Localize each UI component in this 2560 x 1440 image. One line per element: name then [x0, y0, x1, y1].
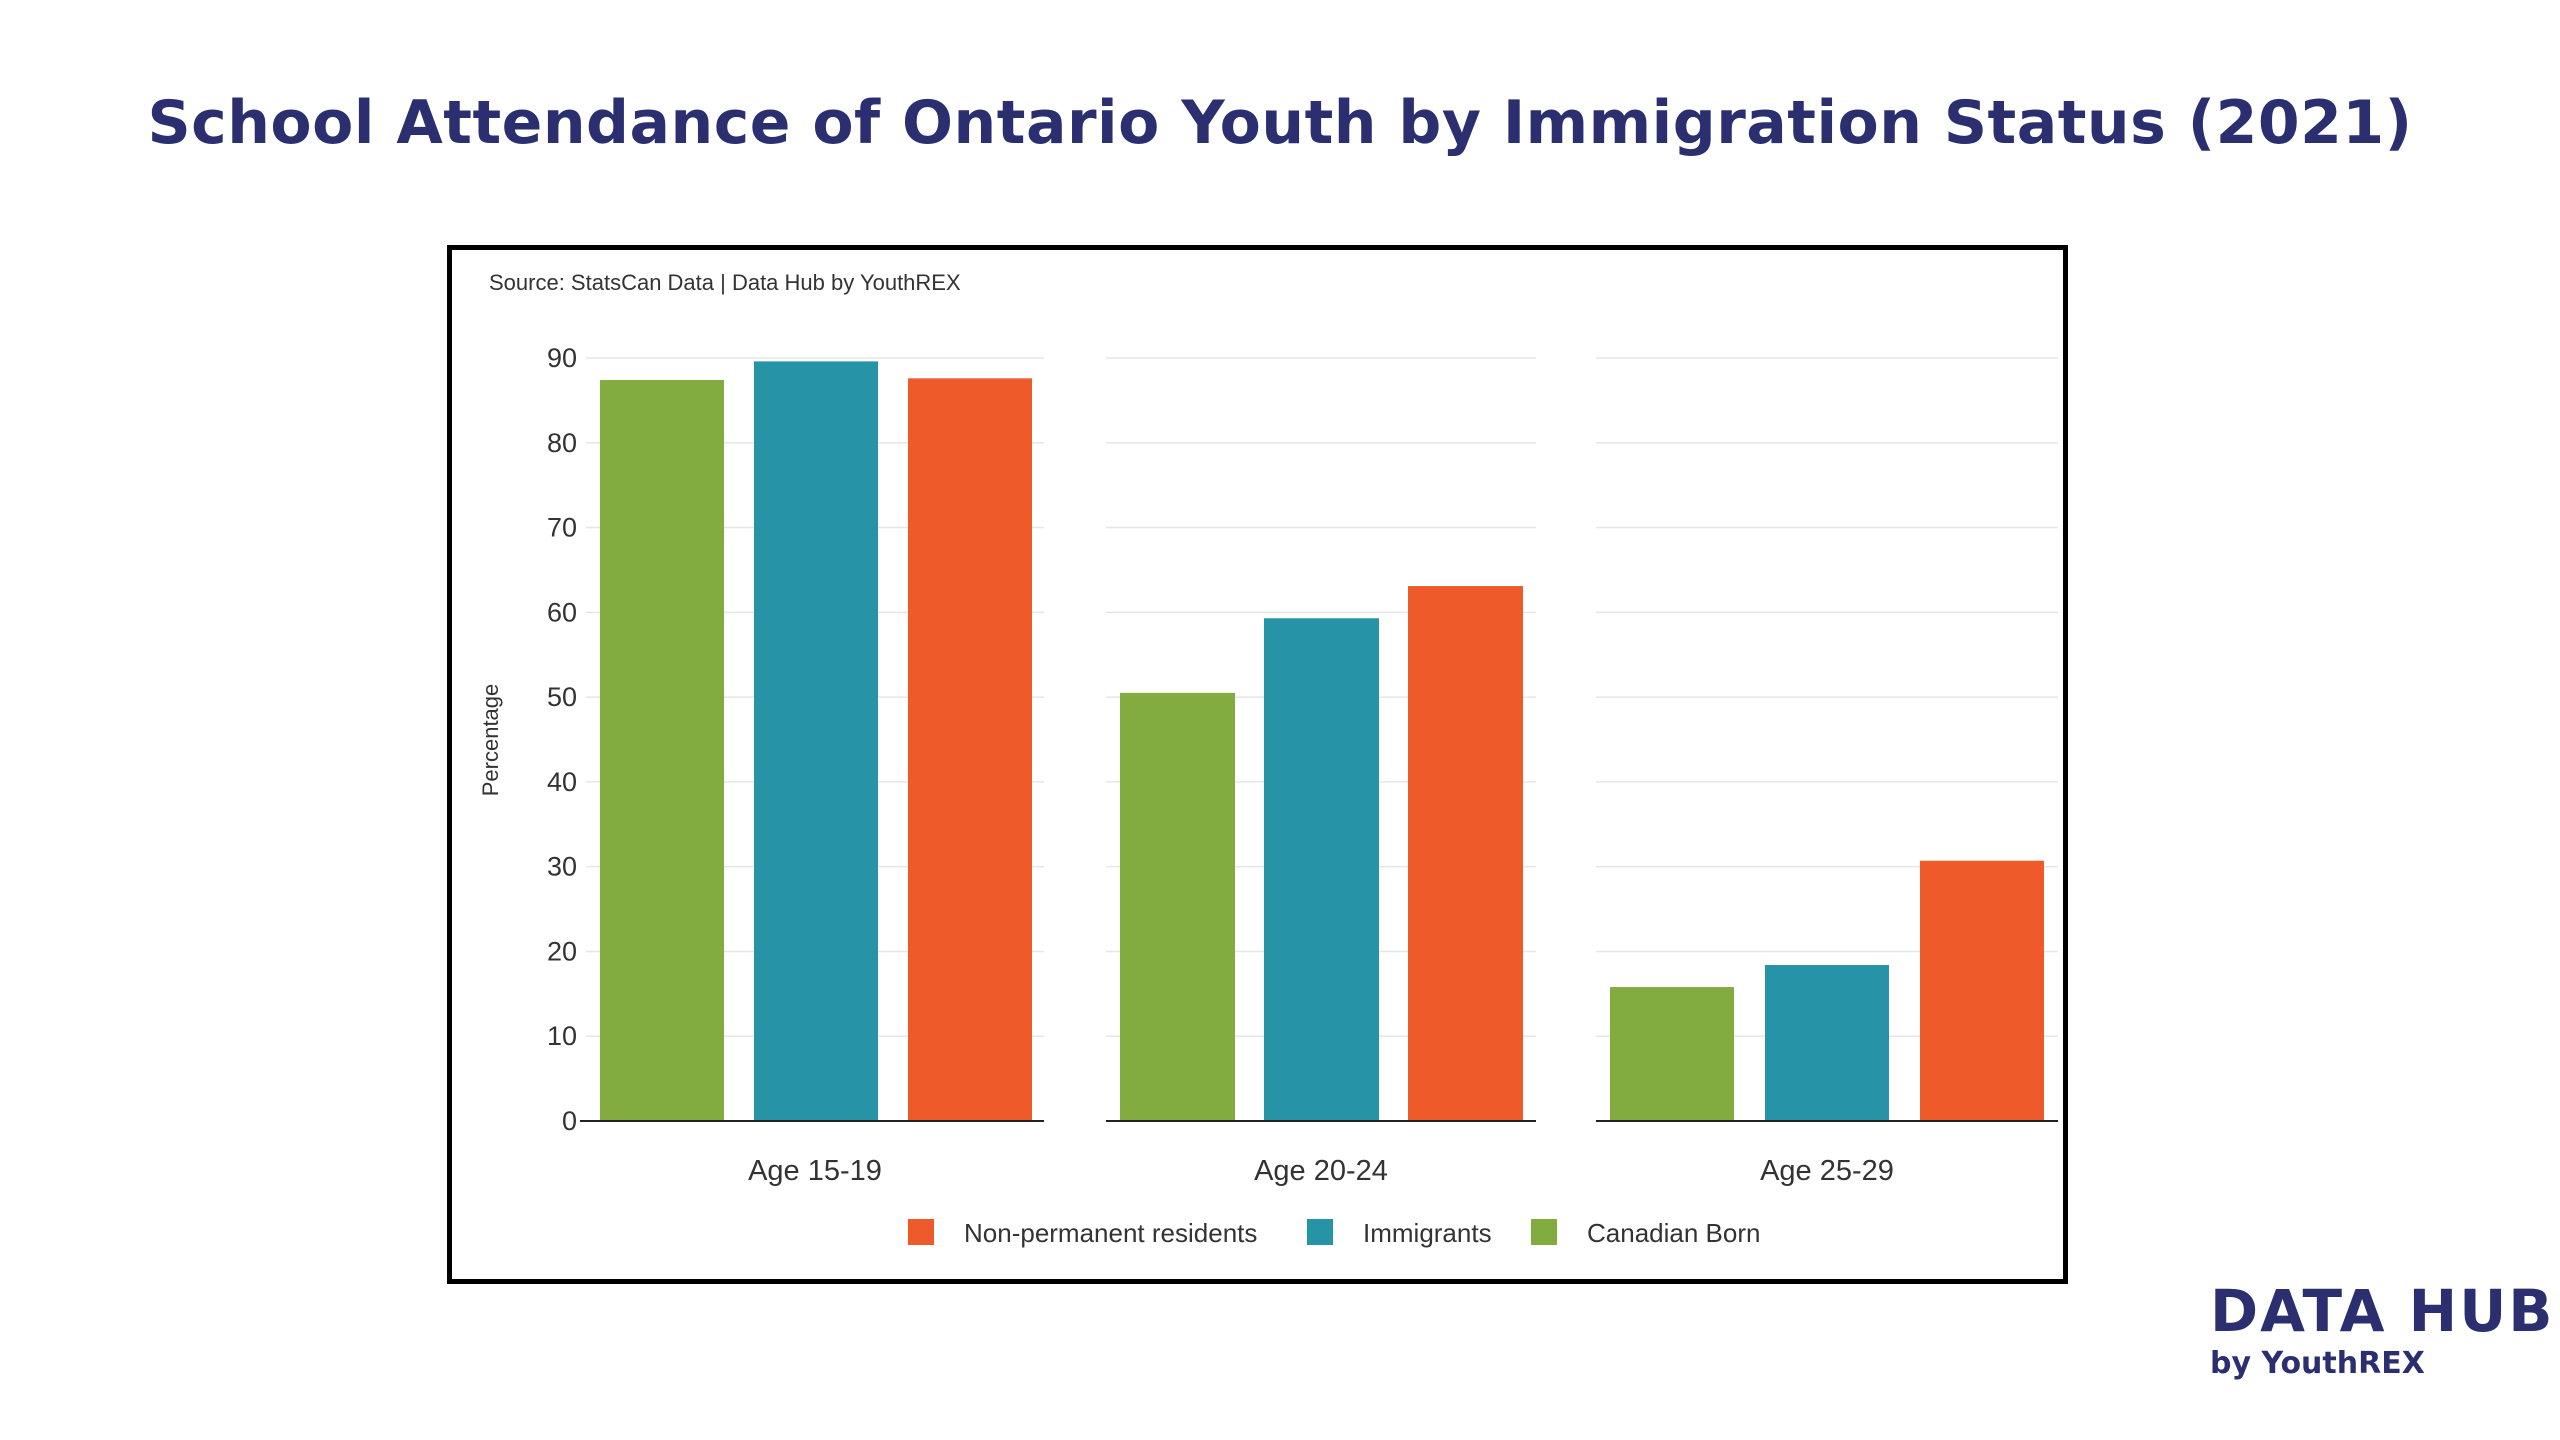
y-tick-label: 30 [547, 852, 577, 882]
bar-canadian-born [1120, 692, 1235, 1121]
legend-label: Canadian Born [1587, 1218, 1760, 1248]
bar-canadian-born [1610, 987, 1734, 1121]
brand-sub-text: by YouthREX [2210, 1346, 2425, 1381]
legend-swatch [1307, 1219, 1333, 1245]
brand-main-text: DATA HUB [2210, 1277, 2555, 1345]
legend-swatch [1531, 1219, 1557, 1245]
y-tick-label: 70 [547, 513, 577, 543]
x-tick-label: Age 20-24 [1254, 1155, 1388, 1187]
x-tick-label: Age 25-29 [1760, 1155, 1894, 1187]
y-tick-label: 80 [547, 428, 577, 458]
y-tick-label: 20 [547, 936, 577, 966]
bar-canadian-born [600, 380, 724, 1121]
x-tick-label: Age 15-19 [748, 1155, 882, 1187]
bar-chart: Source: StatsCan Data | Data Hub by Yout… [478, 270, 2058, 1248]
y-tick-label: 0 [562, 1106, 577, 1136]
bar-immigrants [1765, 965, 1889, 1121]
bar-immigrants [1264, 618, 1379, 1121]
legend-label: Immigrants [1363, 1218, 1492, 1248]
legend-label: Non-permanent residents [964, 1218, 1257, 1248]
bar-non-permanent-residents [908, 378, 1032, 1121]
brand-logo: DATA HUB by YouthREX [2210, 1278, 2555, 1384]
bar-immigrants [754, 361, 878, 1121]
page-title: School Attendance of Ontario Youth by Im… [147, 88, 2413, 158]
bar-non-permanent-residents [1920, 860, 2044, 1121]
y-tick-label: 90 [547, 343, 577, 373]
y-tick-label: 10 [547, 1021, 577, 1051]
legend-swatch [908, 1219, 934, 1245]
bar-non-permanent-residents [1408, 586, 1523, 1121]
y-tick-label: 60 [547, 597, 577, 627]
y-tick-label: 50 [547, 682, 577, 712]
source-note: Source: StatsCan Data | Data Hub by Yout… [489, 270, 961, 295]
y-tick-label: 40 [547, 767, 577, 797]
y-axis-label: Percentage [478, 684, 503, 797]
chart-frame: Source: StatsCan Data | Data Hub by Yout… [447, 245, 2068, 1284]
